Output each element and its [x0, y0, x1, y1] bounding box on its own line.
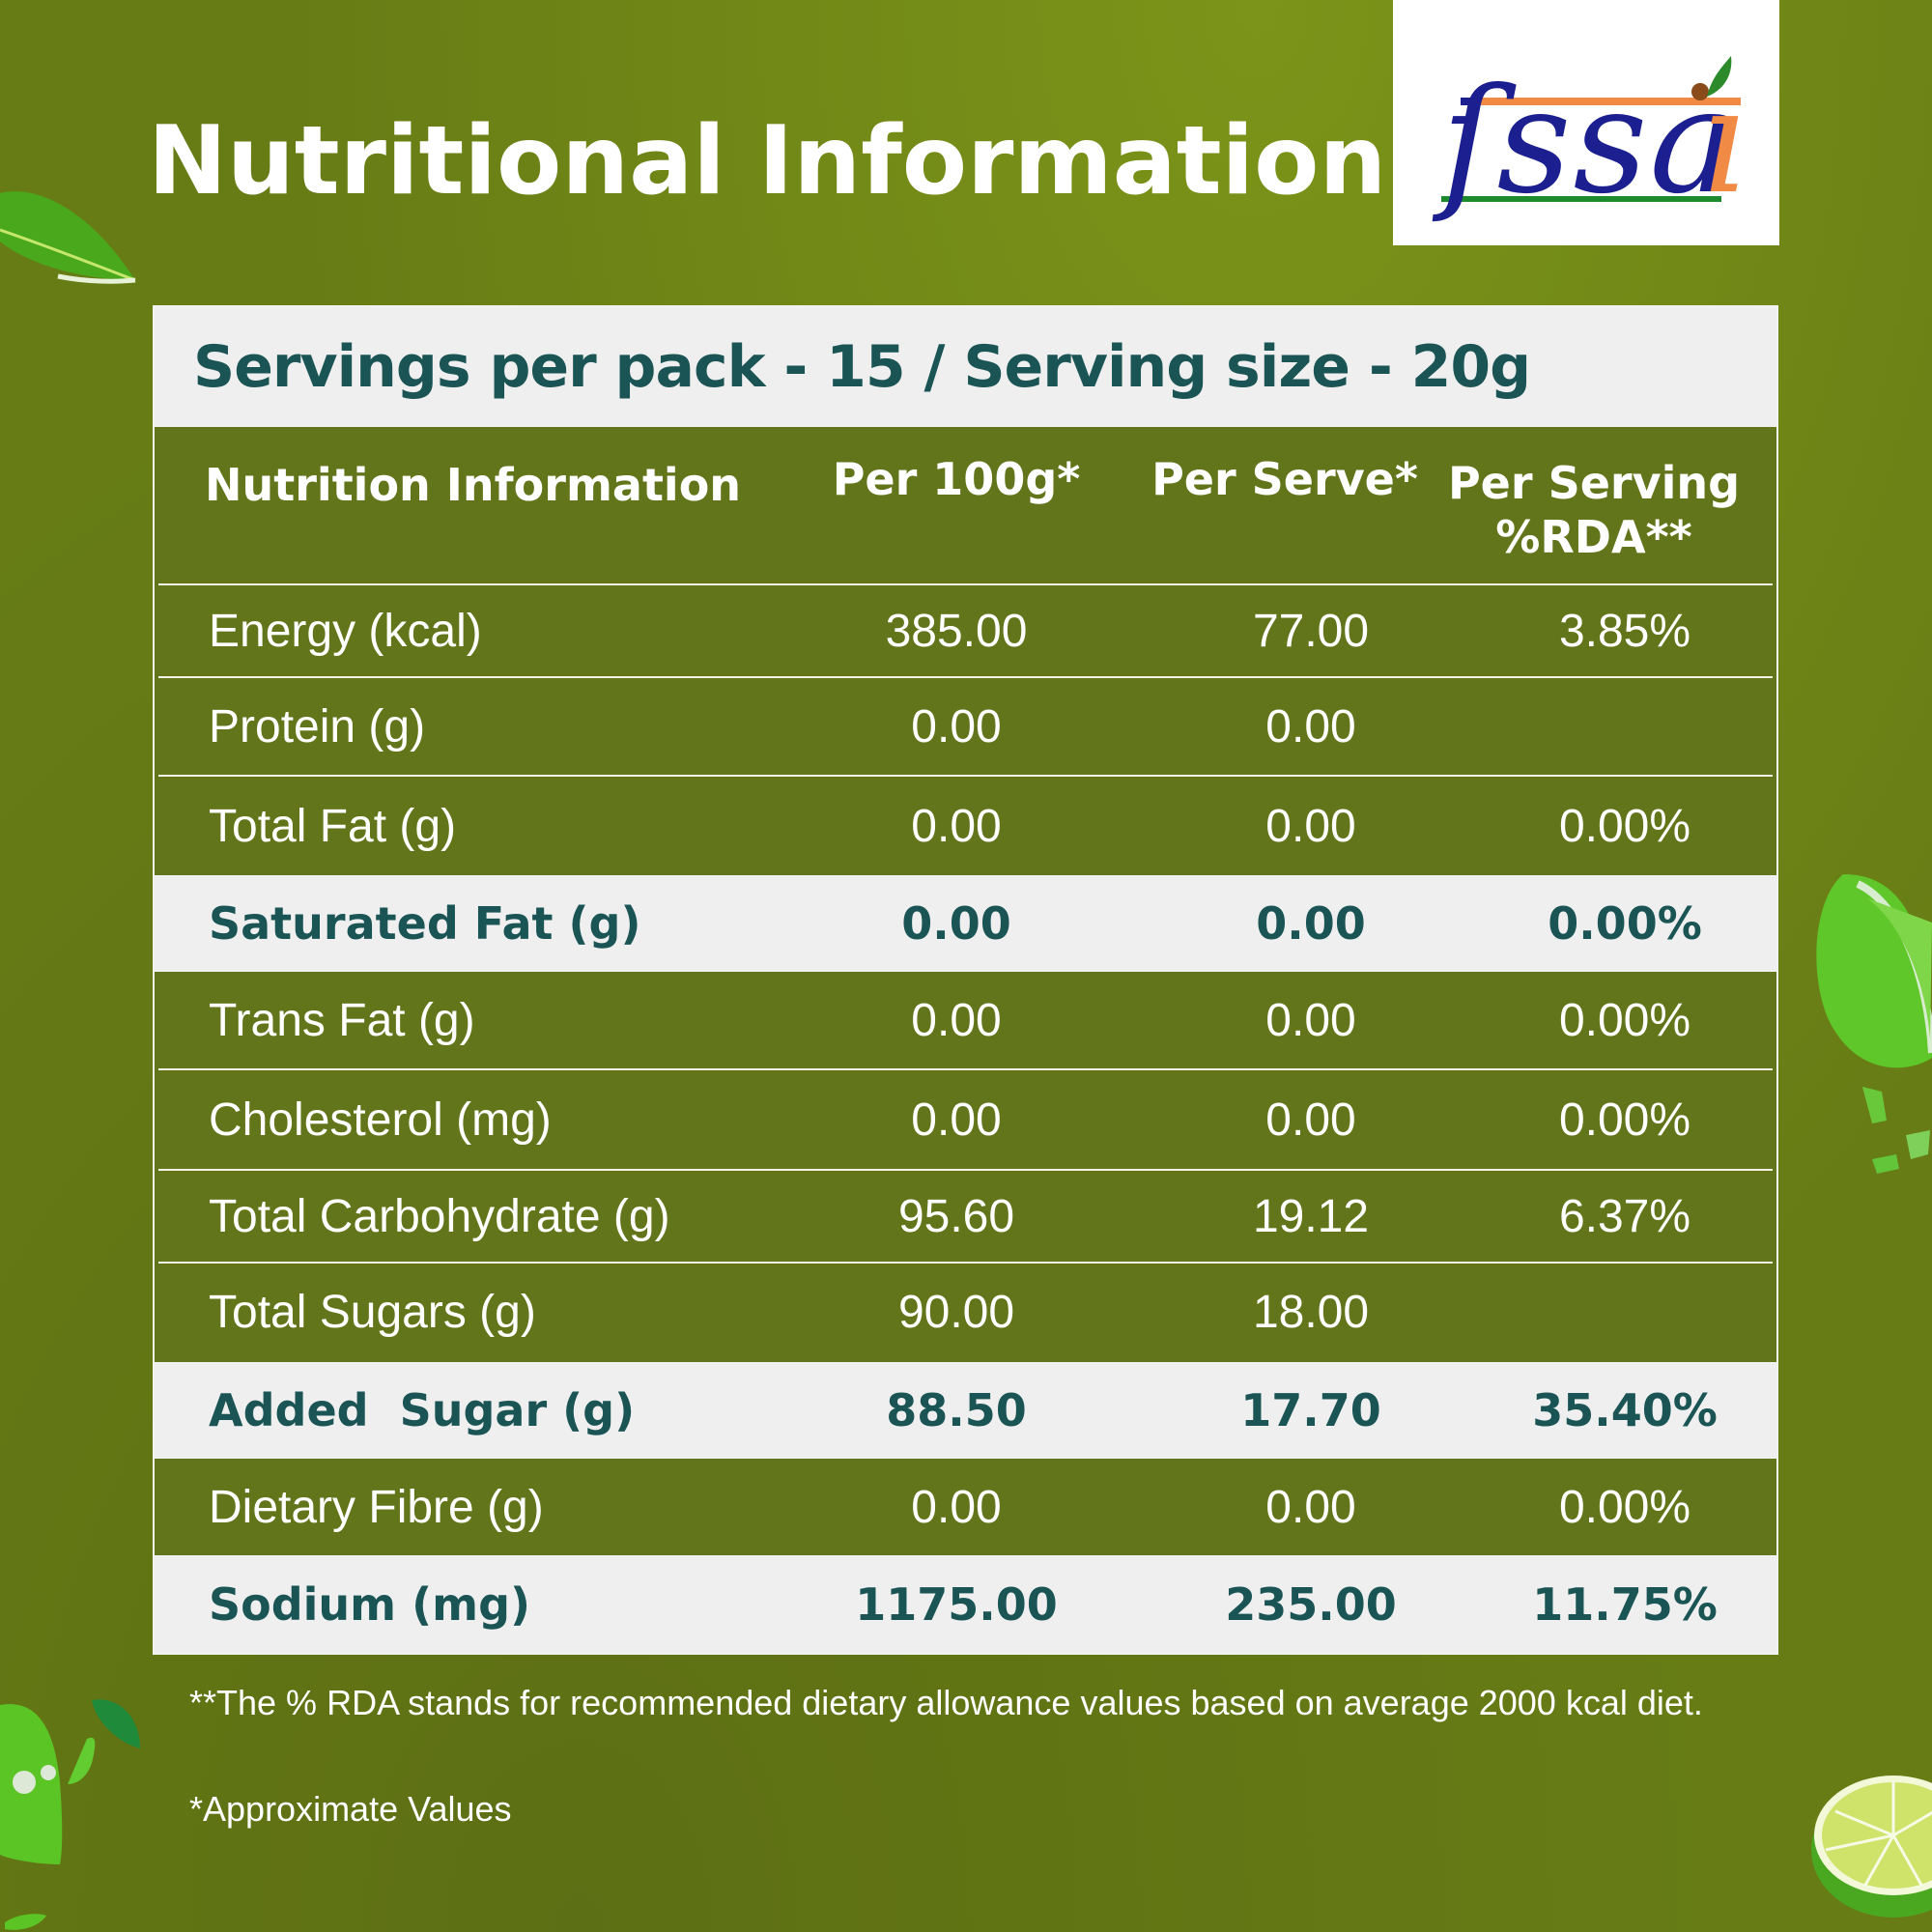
lime-fragments-icon [0, 1699, 140, 1930]
per-100g-value: 95.60 [897, 1190, 1015, 1242]
column-header-per-serve: Per Serve* [1151, 453, 1418, 505]
svg-text:ı: ı [1700, 58, 1747, 226]
nutrient-name: Sodium (mg) [209, 1577, 531, 1631]
rda-footnote: **The % RDA stands for recommended dieta… [189, 1683, 1703, 1722]
column-header-per-100g: Per 100g* [832, 453, 1081, 505]
per-100g-value: 1175.00 [855, 1577, 1058, 1631]
per-serve-value: 19.12 [1252, 1190, 1370, 1242]
nutrient-name: Trans Fat (g) [209, 994, 475, 1046]
divider [158, 1262, 1773, 1264]
table-row: Dietary Fibre (g) 0.00 0.00 0.00% [155, 1459, 1776, 1555]
table-row: Trans Fat (g) 0.00 0.00 0.00% [155, 972, 1776, 1068]
fssai-logo-icon: ſssa ı [1432, 56, 1747, 226]
svg-text:ſssa: ſssa [1432, 58, 1738, 226]
table-header: Nutrition Information Per 100g* Per Serv… [155, 427, 1776, 582]
per-100g-value: 0.00 [911, 1481, 1002, 1533]
divider [158, 775, 1773, 777]
per-100g-value: 0.00 [901, 897, 1011, 950]
approximate-values-footnote: *Approximate Values [189, 1789, 512, 1829]
nutrient-name: Total Sugars (g) [209, 1286, 536, 1338]
rda-value: 0.00% [1558, 800, 1691, 852]
table-row: Total Fat (g) 0.00 0.00 0.00% [155, 777, 1776, 875]
leaf-icon [0, 191, 136, 284]
nutrient-name: Saturated Fat (g) [209, 897, 641, 950]
per-100g-value: 0.00 [911, 800, 1002, 852]
servings-band: Servings per pack - 15 / Serving size - … [155, 307, 1776, 427]
nutrient-name: Energy (kcal) [209, 605, 482, 657]
table-row-highlight: Added Sugar (g) 88.50 17.70 35.40% [155, 1362, 1776, 1459]
per-serve-value: 0.00 [1265, 994, 1356, 1046]
rda-value: 0.00% [1558, 994, 1691, 1046]
rda-value: 11.75% [1532, 1577, 1718, 1631]
table-row: Protein (g) 0.00 0.00 [155, 678, 1776, 775]
column-header-nutrient: Nutrition Information [205, 459, 742, 511]
per-serve-value: 235.00 [1225, 1577, 1397, 1631]
per-100g-value: 0.00 [911, 994, 1002, 1046]
per-100g-value: 0.00 [911, 1094, 1002, 1146]
column-header-rda-line2: %RDA** [1495, 511, 1692, 563]
table-row: Energy (kcal) 385.00 77.00 3.85% [155, 585, 1776, 676]
per-100g-value: 385.00 [885, 605, 1028, 657]
nutrient-name: Total Fat (g) [209, 800, 457, 852]
per-serve-value: 77.00 [1252, 605, 1370, 657]
per-serve-value: 0.00 [1265, 800, 1356, 852]
lime-half-icon [1816, 874, 1932, 1174]
divider [158, 583, 1773, 585]
per-100g-value: 90.00 [897, 1286, 1015, 1338]
per-serve-value: 0.00 [1265, 700, 1356, 753]
page-title: Nutritional Information [148, 106, 1387, 216]
divider [158, 1068, 1773, 1070]
table-row: Cholesterol (mg) 0.00 0.00 0.00% [155, 1070, 1776, 1169]
column-header-rda: Per Serving %RDA** [1439, 456, 1748, 564]
nutrient-name: Total Carbohydrate (g) [209, 1190, 670, 1242]
per-100g-value: 0.00 [911, 700, 1002, 753]
servings-text: Servings per pack - 15 / Serving size - … [193, 333, 1531, 401]
per-serve-value: 17.70 [1240, 1384, 1381, 1436]
nutrition-table: Servings per pack - 15 / Serving size - … [153, 305, 1778, 1655]
column-header-rda-line1: Per Serving [1447, 457, 1741, 509]
rda-value: 3.85% [1558, 605, 1691, 657]
nutrient-name: Added Sugar (g) [209, 1384, 636, 1436]
nutrient-name: Protein (g) [209, 700, 426, 753]
per-serve-value: 0.00 [1265, 1481, 1356, 1533]
divider [158, 1169, 1773, 1171]
nutrient-name: Cholesterol (mg) [209, 1094, 552, 1146]
rda-value: 35.40% [1532, 1384, 1718, 1436]
divider [158, 676, 1773, 678]
table-row: Total Carbohydrate (g) 95.60 19.12 6.37% [155, 1171, 1776, 1262]
fssai-logo: ſssa ı [1393, 0, 1779, 245]
table-row-highlight: Saturated Fat (g) 0.00 0.00 0.00% [155, 875, 1776, 972]
per-serve-value: 18.00 [1252, 1286, 1370, 1338]
table-row-highlight: Sodium (mg) 1175.00 235.00 11.75% [155, 1555, 1776, 1653]
table-row: Total Sugars (g) 90.00 18.00 [155, 1264, 1776, 1360]
rda-value: 6.37% [1558, 1190, 1691, 1242]
lime-slice-icon [1811, 1776, 1932, 1918]
rda-value: 0.00% [1558, 1094, 1691, 1146]
per-serve-value: 0.00 [1256, 897, 1366, 950]
per-100g-value: 88.50 [886, 1384, 1027, 1436]
rda-value: 0.00% [1558, 1481, 1691, 1533]
per-serve-value: 0.00 [1265, 1094, 1356, 1146]
rda-value: 0.00% [1548, 897, 1702, 950]
nutrient-name: Dietary Fibre (g) [209, 1481, 544, 1533]
